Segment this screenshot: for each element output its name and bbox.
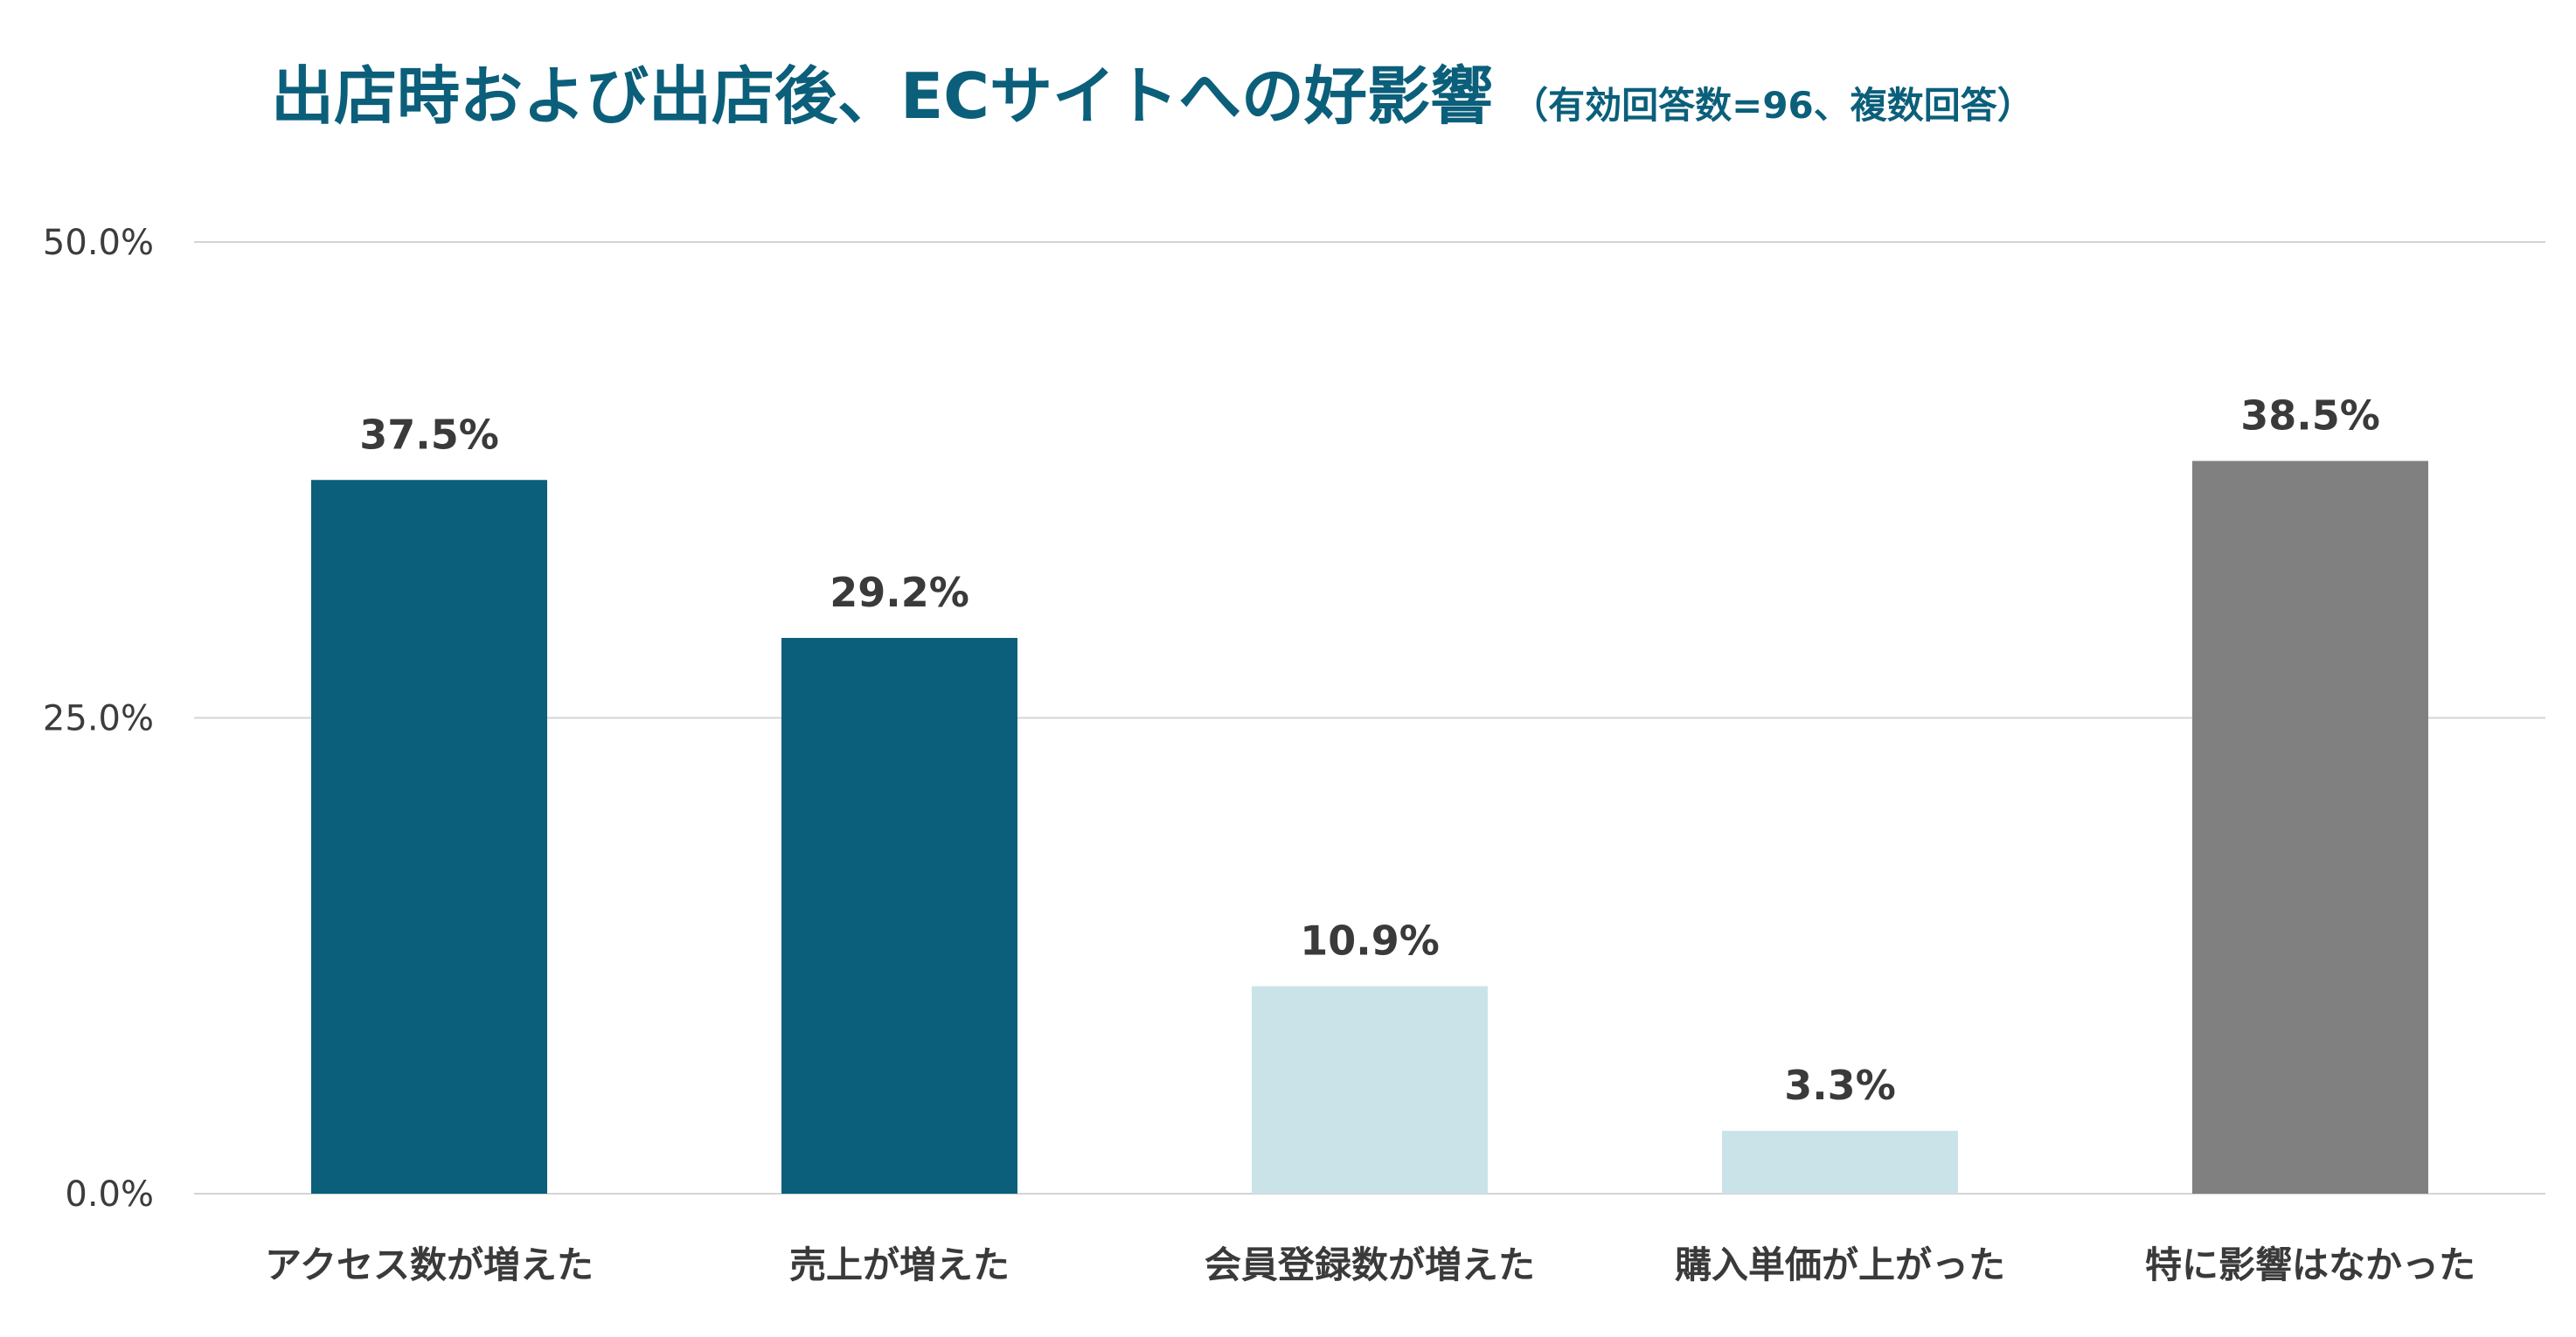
bar	[1252, 986, 1488, 1194]
bar	[1722, 1131, 1958, 1194]
category-label: アクセス数が増えた	[265, 1243, 594, 1286]
data-labels: 37.5% 29.2% 10.9% 3.3% 38.5%	[359, 391, 2380, 1109]
y-tick-label: 0.0%	[65, 1174, 154, 1215]
data-label: 3.3%	[1784, 1062, 1896, 1109]
y-tick-label: 25.0%	[43, 699, 154, 739]
category-label: 購入単価が上がった	[1675, 1243, 2005, 1286]
bar	[2192, 461, 2428, 1194]
chart-title-main: 出店時および出店後、ECサイトへの好影響	[271, 59, 1493, 133]
bar	[311, 480, 547, 1194]
chart-title-subtitle: （有効回答数=96、複数回答）	[1511, 84, 2034, 127]
bars	[311, 461, 2428, 1194]
chart-title: 出店時および出店後、ECサイトへの好影響 （有効回答数=96、複数回答）	[271, 59, 2034, 133]
category-label: 売上が増えた	[789, 1243, 1010, 1286]
category-labels: アクセス数が増えた 売上が増えた 会員登録数が増えた 購入単価が上がった 特に影響はなか…	[265, 1243, 2475, 1286]
data-label: 10.9%	[1300, 918, 1440, 965]
data-label: 38.5%	[2240, 391, 2380, 439]
category-label: 特に影響はなかった	[2145, 1243, 2475, 1286]
bar	[781, 638, 1017, 1194]
y-tick-label: 50.0%	[43, 223, 154, 263]
data-label: 37.5%	[359, 411, 499, 458]
category-label: 会員登録数が増えた	[1205, 1243, 1535, 1286]
data-label: 29.2%	[830, 569, 969, 616]
y-axis-ticks: 0.0% 25.0% 50.0%	[43, 223, 154, 1215]
